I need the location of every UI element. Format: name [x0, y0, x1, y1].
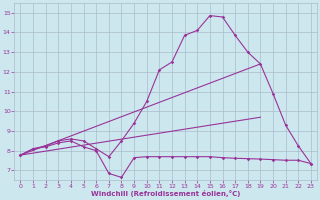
X-axis label: Windchill (Refroidissement éolien,°C): Windchill (Refroidissement éolien,°C) [91, 190, 240, 197]
